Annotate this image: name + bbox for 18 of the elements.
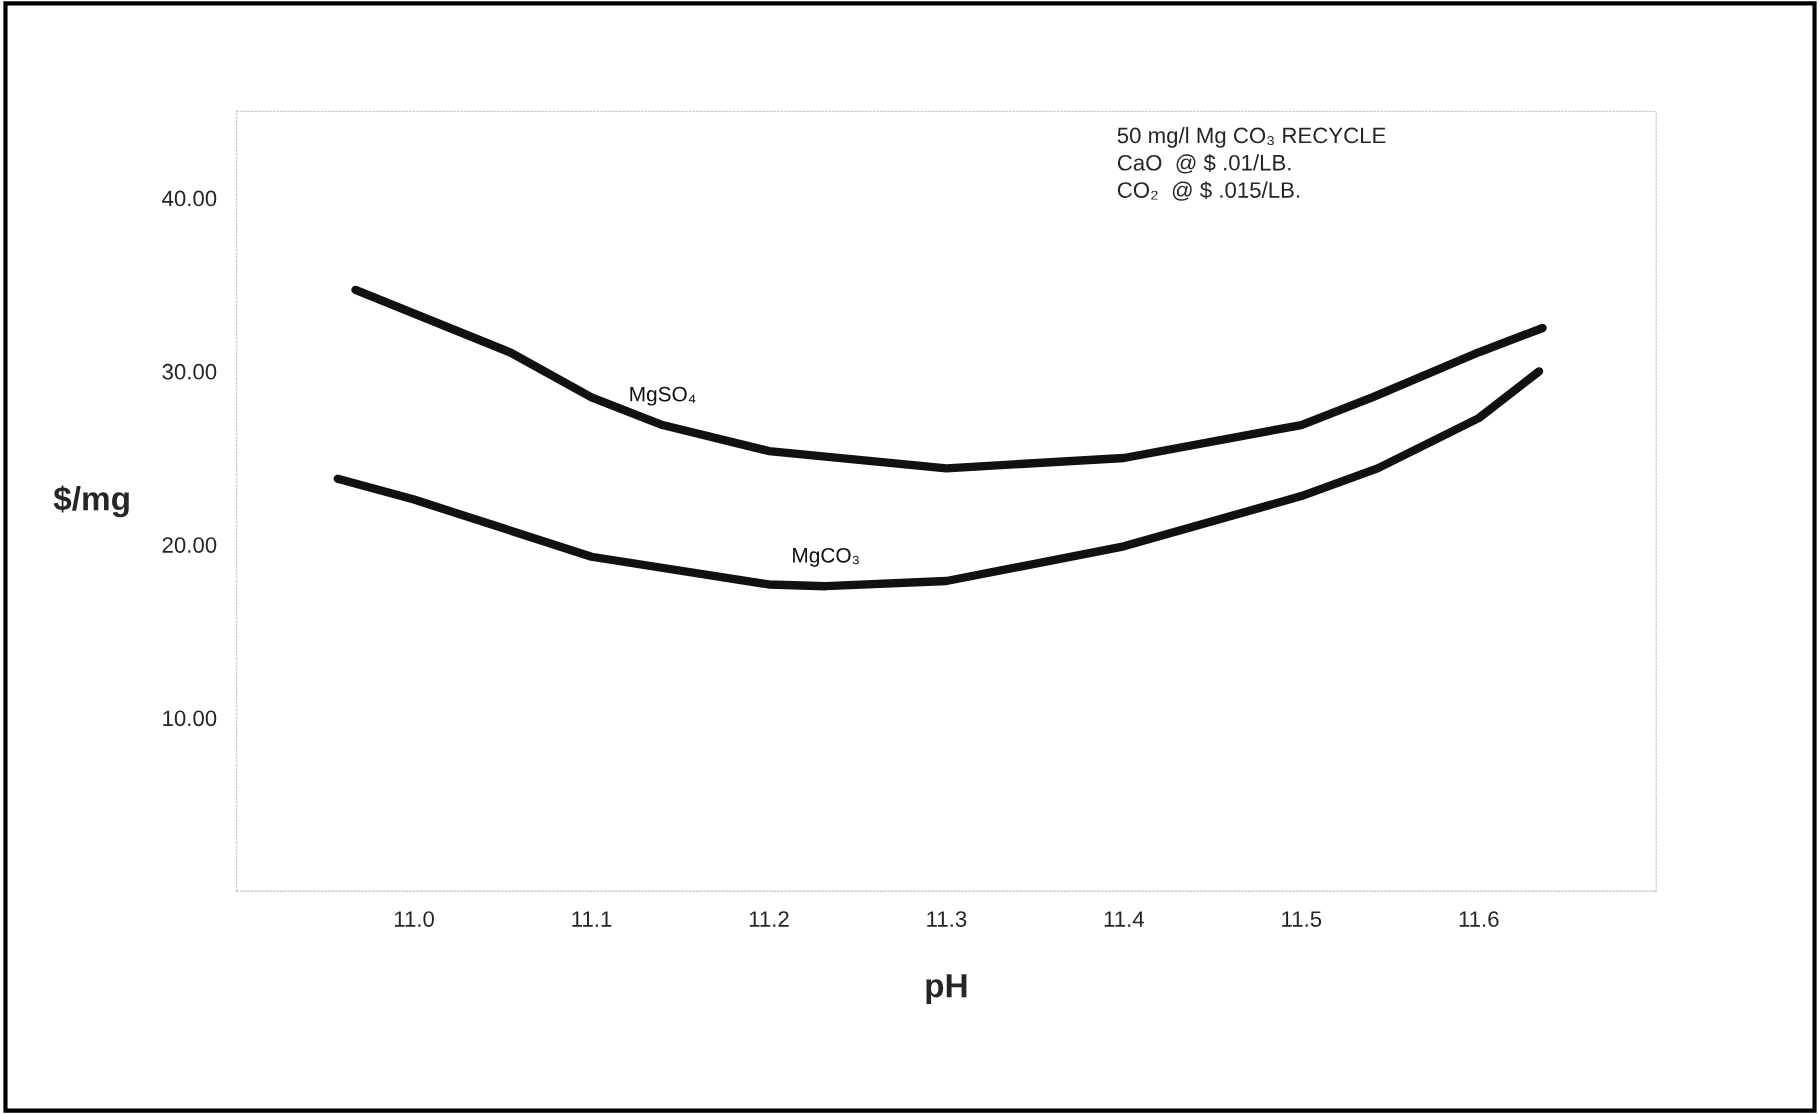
series-label: MgCO₃ (793, 547, 859, 567)
x-tick-label: 11.1 (572, 911, 612, 927)
x-tick-label: 11.3 (927, 911, 967, 927)
annotation: CO₂ @ $ .015/LB. (1117, 181, 1300, 201)
y-tick-label: 10.00 (163, 710, 217, 727)
x-tick-label: 11.5 (1282, 911, 1322, 927)
x-tick-label: 11.6 (1459, 911, 1499, 927)
annotation: CaO @ $ .01/LB. (1117, 153, 1291, 174)
x-tick-label: 11.4 (1104, 911, 1145, 927)
y-tick-label: 20.00 (162, 537, 217, 553)
series-label: MgSO₄ (630, 386, 696, 406)
y-tick-label: 30.00 (162, 363, 217, 380)
annotation: 50 mg/l Mg CO₃ RECYCLE (1117, 127, 1386, 148)
y-tick-label: 40.00 (162, 190, 217, 207)
x-tick-label: 11.2 (749, 911, 789, 927)
x-axis-title: pH (926, 974, 967, 1005)
y-axis-title: $/mg (53, 485, 129, 518)
x-tick-label: 11.0 (394, 911, 434, 927)
